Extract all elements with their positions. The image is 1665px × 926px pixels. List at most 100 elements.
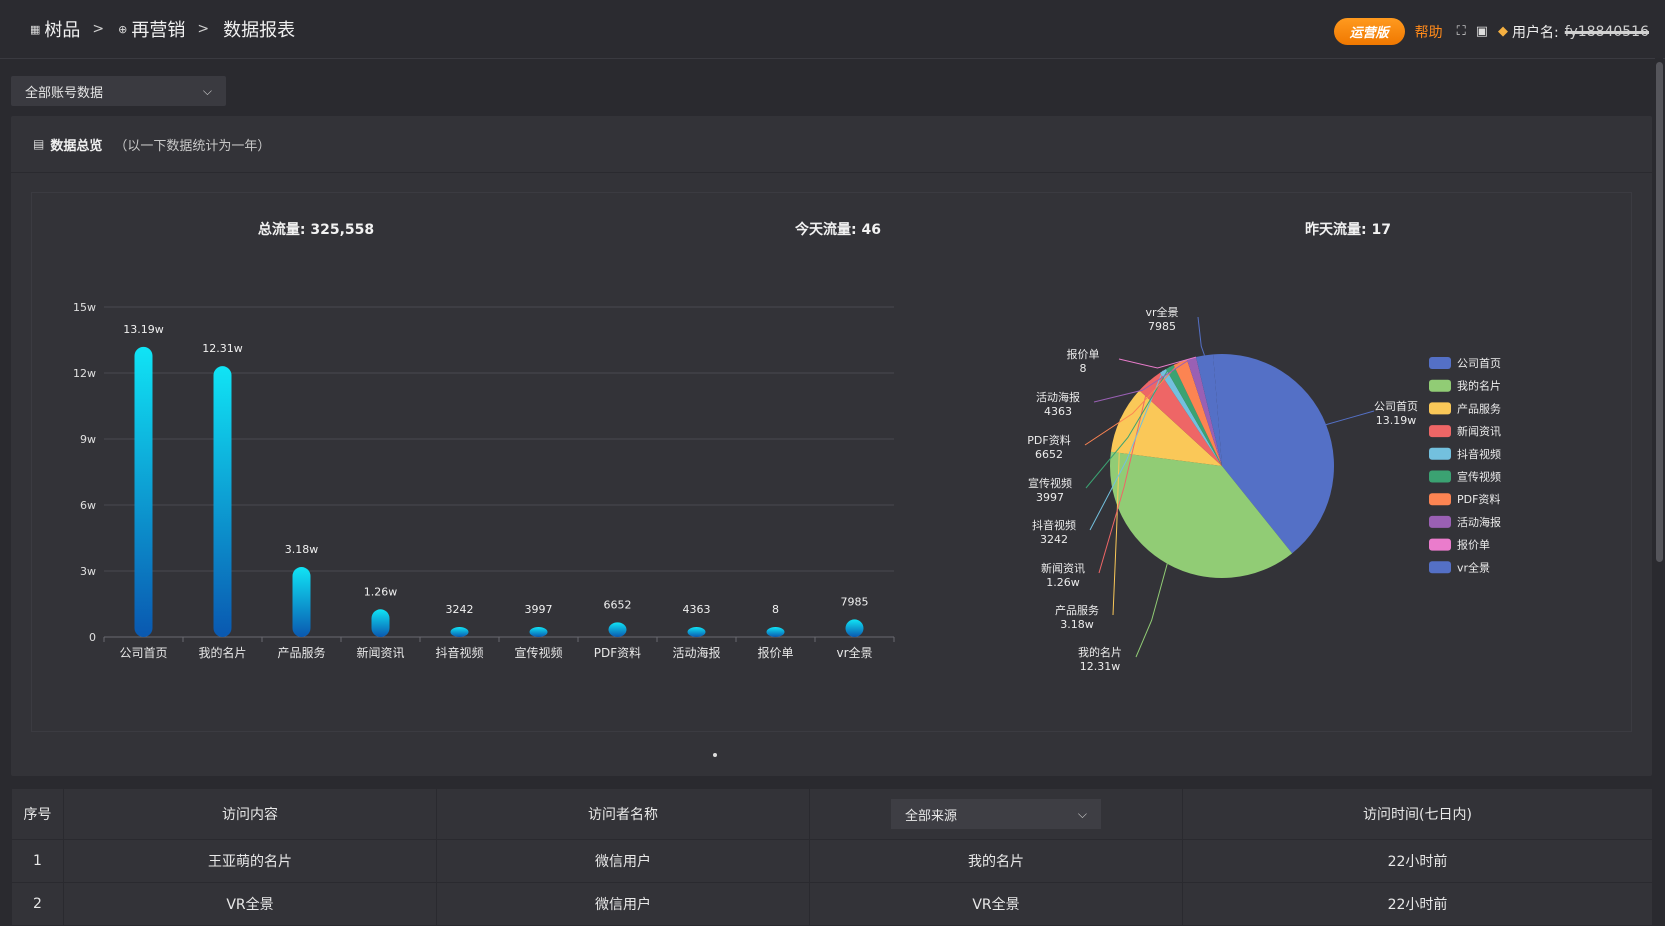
pie-slice[interactable]: [1110, 451, 1293, 578]
y-tick-label: 12w: [73, 367, 96, 380]
breadcrumb-item-remarketing[interactable]: ⊕ 再营销: [118, 16, 185, 42]
legend-swatch[interactable]: [1429, 425, 1451, 438]
cell-source: VR全景: [809, 882, 1183, 926]
breadcrumb-item-report: 数据报表: [223, 16, 295, 42]
source-select-value: 全部来源: [905, 808, 958, 824]
breadcrumb-separator: >: [197, 21, 210, 37]
col-source: 全部来源 ⌵: [809, 788, 1183, 840]
pie-label-line: [1197, 316, 1205, 356]
pie-label-line: [1085, 366, 1171, 489]
y-tick-label: 15w: [73, 301, 96, 314]
bar[interactable]: [687, 627, 706, 637]
legend-swatch[interactable]: [1429, 493, 1451, 506]
yesterday-traffic: 昨天流量: 17: [1305, 222, 1391, 238]
save-icon[interactable]: ▣: [1475, 24, 1489, 39]
bar[interactable]: [450, 627, 469, 637]
chart-container: 总流量: 325,558 今天流量: 46 昨天流量: 17 0 3w 6w 9w 12…: [31, 192, 1632, 732]
pie-slice[interactable]: [1160, 369, 1222, 466]
pie-slice[interactable]: [1213, 354, 1334, 554]
username-value[interactable]: fy18840516: [1564, 23, 1649, 40]
pie-label-name: 报价单: [1067, 347, 1100, 361]
fullscreen-icon[interactable]: ⛶: [1456, 24, 1466, 39]
legend-swatch[interactable]: [1429, 402, 1451, 415]
legend-label[interactable]: 报价单: [1457, 538, 1490, 552]
legend-label[interactable]: 产品服务: [1457, 401, 1501, 415]
pie-slice[interactable]: [1186, 357, 1222, 466]
total-traffic: 总流量: 325,558: [257, 222, 375, 238]
edition-badge[interactable]: 运营版: [1333, 18, 1405, 45]
legend-label[interactable]: PDF资料: [1457, 492, 1500, 506]
username-label: 用户名:: [1512, 24, 1559, 41]
source-select[interactable]: 全部来源 ⌵: [891, 799, 1101, 829]
pie-label-name: vr全景: [1145, 305, 1178, 319]
legend-label[interactable]: 公司首页: [1457, 356, 1501, 370]
help-link[interactable]: 帮助: [1414, 24, 1443, 41]
pie-slice[interactable]: [1196, 354, 1222, 466]
pie-label-value: 1.26w: [1046, 576, 1080, 589]
breadcrumb-item-shupin[interactable]: ▦ 树品: [30, 16, 80, 42]
x-tick-label: 活动海报: [672, 645, 720, 660]
pie-slice[interactable]: [1165, 364, 1222, 466]
cell-index: 1: [11, 839, 64, 883]
cell-time: 22小时前: [1182, 839, 1653, 883]
scrollbar-thumb[interactable]: [1656, 62, 1663, 562]
legend-label[interactable]: vr全景: [1457, 560, 1490, 574]
header-actions: 运营版 帮助 ⛶ ▣ ◆ 用户名: fy18840516: [1333, 18, 1649, 45]
bar[interactable]: [845, 619, 864, 637]
pie-slice[interactable]: [1139, 372, 1222, 466]
legend-label[interactable]: 活动海报: [1457, 515, 1501, 529]
x-tick-label: 报价单: [757, 645, 793, 660]
chart-icon: ▦: [30, 22, 41, 36]
bar-value-label: 6652: [604, 598, 632, 611]
bar-value-label: 8: [772, 603, 779, 616]
pie-slice[interactable]: [1110, 390, 1222, 466]
pie-label-value: 3.18w: [1060, 618, 1094, 631]
bar-value-label: 13.19w: [123, 323, 164, 336]
overview-panel: ▤ 数据总览 （以一下数据统计为一年） 总流量: 325,558 今天流量: 4…: [11, 116, 1652, 776]
bar[interactable]: [213, 366, 232, 637]
bar-value-label: 3.18w: [285, 543, 319, 556]
pie-label-value: 8: [1080, 362, 1087, 375]
legend-swatch[interactable]: [1429, 561, 1451, 574]
pie-label-name: 活动海报: [1036, 390, 1080, 404]
breadcrumb-label: 再营销: [131, 20, 186, 41]
legend-swatch[interactable]: [1429, 470, 1451, 483]
cell-content: VR全景: [63, 882, 437, 926]
col-time: 访问时间(七日内): [1182, 788, 1653, 840]
legend-swatch[interactable]: [1429, 379, 1451, 392]
legend-label[interactable]: 新闻资讯: [1457, 424, 1501, 438]
account-select[interactable]: 全部账号数据 ⌵: [11, 76, 226, 106]
pie-slice[interactable]: [1173, 359, 1222, 466]
legend-swatch[interactable]: [1429, 357, 1451, 369]
breadcrumb: ▦ 树品 > ⊕ 再营销 > 数据报表: [30, 16, 295, 42]
x-tick-label: 产品服务: [277, 645, 325, 660]
cell-source: 我的名片: [809, 839, 1183, 883]
chevron-down-icon: ⌵: [202, 83, 212, 98]
pie-label-value: 3997: [1036, 491, 1064, 504]
legend-label[interactable]: 我的名片: [1457, 379, 1501, 393]
pie-label-line: [1093, 357, 1192, 403]
x-tick-label: vr全景: [836, 645, 872, 660]
table-row[interactable]: 2 VR全景 微信用户 VR全景 22小时前: [11, 882, 1653, 926]
bar[interactable]: [371, 609, 390, 637]
legend-swatch[interactable]: [1429, 538, 1451, 551]
legend-label[interactable]: 抖音视频: [1457, 447, 1501, 461]
bar-chart: 0 3w 6w 9w 12w 15w 13.19w 公司首页 12.31w 我的名片 3.18w 产品…: [73, 301, 895, 660]
y-tick-label: 9w: [80, 433, 96, 446]
y-tick-label: 0: [89, 631, 96, 644]
pie-label-name: 宣传视频: [1028, 476, 1072, 490]
table-row[interactable]: 1 王亚萌的名片 微信用户 我的名片 22小时前: [11, 839, 1653, 883]
pie-label-line: [1112, 418, 1121, 616]
bar[interactable]: [608, 622, 627, 637]
bar[interactable]: [766, 627, 785, 637]
legend-swatch[interactable]: [1429, 447, 1451, 460]
bar-value-label: 3242: [446, 603, 474, 616]
bar[interactable]: [134, 346, 153, 637]
pie-label-line: [1118, 356, 1197, 369]
legend-swatch[interactable]: [1429, 515, 1451, 528]
overview-note: （以一下数据统计为一年）: [114, 138, 271, 154]
pagination-dot[interactable]: [713, 753, 717, 757]
legend-label[interactable]: 宣传视频: [1457, 470, 1501, 484]
bar[interactable]: [529, 627, 548, 637]
bar[interactable]: [292, 567, 311, 637]
